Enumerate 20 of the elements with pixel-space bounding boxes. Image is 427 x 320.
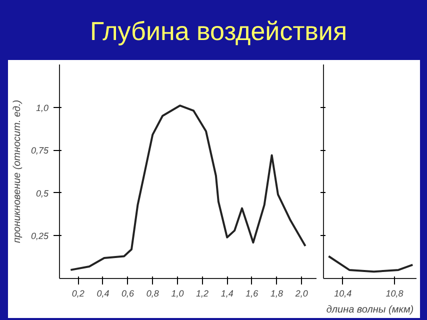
x-tick-label: 1,2	[196, 288, 209, 298]
x-tick-label: 0,4	[96, 288, 110, 298]
x-tick-label: 2,0	[294, 288, 308, 298]
x-tick-label: 1,6	[246, 288, 258, 298]
y-axis-title: проникновение (относит. ед.)	[12, 100, 23, 244]
x-tick-label: 1,8	[270, 288, 284, 298]
line-series	[70, 104, 306, 271]
x-tick-label: 1,4	[220, 288, 234, 298]
y-tick-label: 0,75	[30, 146, 50, 156]
x-tick-label: 10,4	[334, 288, 352, 298]
x-tick-label: 0,6	[122, 288, 134, 298]
y-tick-label: 1,0	[36, 102, 49, 113]
y-tick-label: 0,25	[30, 231, 50, 242]
chart-title: Глубина воздействия	[90, 15, 348, 48]
x-axis-title: длина волны (мкм)	[326, 304, 414, 316]
x-tick-label: 10,8	[386, 288, 404, 298]
x-tick-label: 0,8	[146, 288, 159, 298]
x-tick-label: 1,0	[171, 288, 184, 298]
y-tick-label: 0,5	[36, 188, 50, 198]
x-tick-label: 0,2	[72, 288, 84, 298]
